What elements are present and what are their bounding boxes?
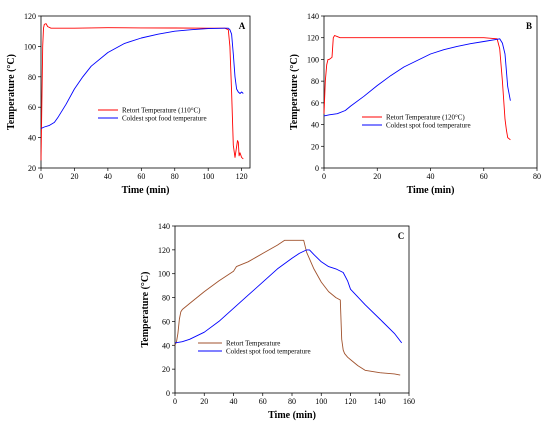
y-tick-label: 40 <box>311 121 319 130</box>
y-axis-label: Temperature (°C) <box>289 54 300 130</box>
y-tick-label: 20 <box>28 164 36 173</box>
chart-panel-B: 0 20 40 60 80 0 20 40 60 80 100 120 140 Time (min) Tem… <box>289 12 541 196</box>
plot-frame <box>323 15 538 169</box>
x-tick-label: 120 <box>345 397 357 406</box>
plot-frame <box>174 225 410 394</box>
y-tick-label: 140 <box>307 12 319 21</box>
y-tick-label: 100 <box>24 42 36 51</box>
x-tick-label: 20 <box>373 172 381 181</box>
series-line-2 <box>174 249 403 344</box>
y-tick-label: 60 <box>28 103 36 112</box>
legend-label-2: Coldest spot food temperature <box>386 122 471 130</box>
series-line-1 <box>40 23 244 161</box>
series-line-1 <box>323 35 511 141</box>
y-tick-label: 20 <box>311 142 319 151</box>
y-tick-label: 20 <box>162 365 170 374</box>
chart-panel-C: 0 20 40 60 80 100 120 140 160 0 20 40 60 80 100 120 140 T… <box>140 222 415 421</box>
y-tick-label: 0 <box>166 389 170 398</box>
x-tick-label: 40 <box>427 172 435 181</box>
y-tick-label: 40 <box>28 134 36 143</box>
x-tick-label: 0 <box>173 397 177 406</box>
x-tick-label: 0 <box>39 172 43 181</box>
y-axis-label: Temperature (°C) <box>6 54 17 130</box>
x-tick-label: 80 <box>288 397 296 406</box>
y-tick-label: 40 <box>162 341 170 350</box>
legend-label-2: Coldest spot food temperature <box>122 115 207 123</box>
y-tick-label: 80 <box>311 77 319 86</box>
x-tick-label: 140 <box>374 397 386 406</box>
x-tick-label: 60 <box>259 397 267 406</box>
y-tick-label: 80 <box>162 294 170 303</box>
y-tick-label: 60 <box>162 317 170 326</box>
legend-label-1: Retort Temperature (120°C) <box>386 114 465 122</box>
y-tick-label: 60 <box>311 99 319 108</box>
y-tick-label: 80 <box>28 73 36 82</box>
x-tick-label: 100 <box>202 172 214 181</box>
x-tick-label: 20 <box>200 397 208 406</box>
x-tick-label: 80 <box>171 172 179 181</box>
x-tick-label: 0 <box>322 172 326 181</box>
x-tick-label: 40 <box>104 172 112 181</box>
panel-label: B <box>526 21 532 31</box>
x-tick-label: 160 <box>403 397 415 406</box>
legend-label-1: Retort Temperature (110°C) <box>122 107 201 115</box>
y-tick-label: 0 <box>315 164 319 173</box>
x-tick-label: 120 <box>236 172 248 181</box>
x-tick-label: 20 <box>70 172 78 181</box>
x-tick-label: 100 <box>315 397 327 406</box>
legend-label-2: Coldest spot food temperature <box>226 348 311 356</box>
y-tick-label: 120 <box>307 34 319 43</box>
panel-label: C <box>398 231 405 241</box>
x-tick-label: 40 <box>230 397 238 406</box>
y-tick-label: 120 <box>24 12 36 21</box>
plot-frame <box>40 15 251 169</box>
x-tick-label: 60 <box>480 172 488 181</box>
series-line-2 <box>40 27 244 129</box>
x-axis-label: Time (min) <box>407 185 455 196</box>
x-axis-label: Time (min) <box>268 410 316 421</box>
x-axis-label: Time (min) <box>122 185 170 196</box>
y-tick-label: 100 <box>158 270 170 279</box>
series-line-1 <box>174 239 401 376</box>
y-tick-label: 140 <box>158 222 170 231</box>
x-tick-label: 60 <box>137 172 145 181</box>
legend-label-1: Retort Temperature <box>226 340 280 348</box>
x-tick-label: 80 <box>533 172 541 181</box>
panel-label: A <box>239 21 246 31</box>
y-tick-label: 120 <box>158 246 170 255</box>
y-axis-label: Temperature (°C) <box>140 272 151 348</box>
y-tick-label: 100 <box>307 55 319 64</box>
series-line-2 <box>323 38 511 117</box>
